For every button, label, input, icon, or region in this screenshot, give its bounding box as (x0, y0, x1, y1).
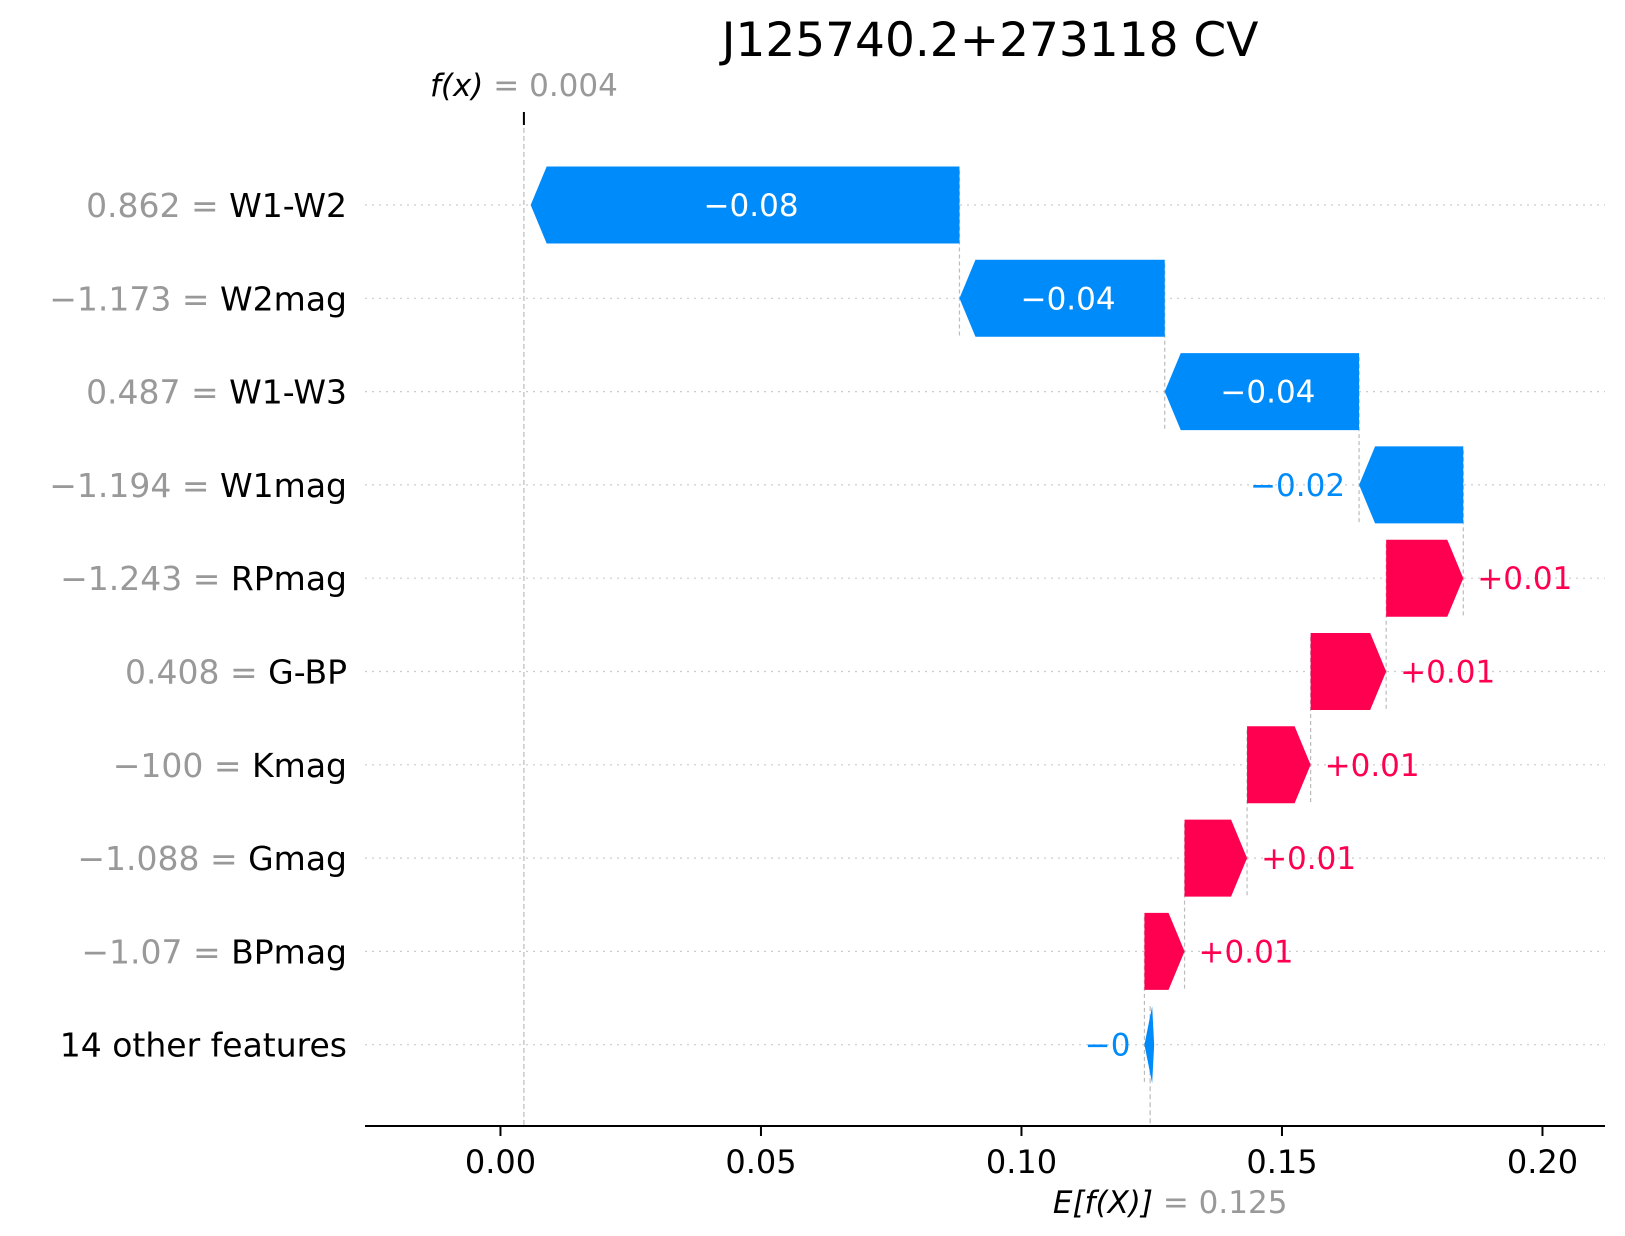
bar-value-label: +0.01 (1199, 934, 1294, 970)
feature-value: 0.408 = (125, 653, 268, 692)
feature-value: 0.862 = (86, 186, 229, 225)
feature-name: BPmag (231, 932, 347, 971)
bar-value-label: −0.04 (1220, 375, 1315, 411)
feature-label: −1.088 = Gmag (77, 839, 347, 878)
chart-title: J125740.2+273118 CV (719, 13, 1259, 68)
waterfall-bar (1310, 633, 1387, 710)
feature-value: −1.243 = (60, 559, 231, 598)
bar-value-label: +0.01 (1400, 655, 1495, 691)
feature-label: −100 = Kmag (113, 746, 347, 785)
waterfall-bar (1184, 819, 1248, 897)
row-labels: 0.862 = W1-W2 −1.173 = W2mag 0.487 = W1-W3… (49, 186, 347, 1065)
feature-label: 14 other features (60, 1026, 347, 1065)
waterfall-bar (530, 166, 960, 244)
feature-name: RPmag (231, 559, 347, 598)
base-value-label: E[f(X)] (1053, 1185, 1163, 1221)
feature-name: W1mag (220, 466, 347, 505)
feature-name: G-BP (268, 653, 347, 692)
feature-value: −1.194 = (49, 466, 220, 505)
bars: −0.08 −0.04 −0.04 −0.02 +0.01 +0.01 +0.01 +0.01… (530, 166, 1572, 1084)
feature-label: −1.243 = RPmag (60, 559, 347, 598)
x-axis: 0.00 0.05 0.10 0.15 0.20 (365, 1125, 1605, 1181)
feature-value: −1.07 = (81, 932, 231, 971)
waterfall-bar (1164, 353, 1360, 431)
feature-name: W2mag (220, 279, 347, 318)
bar-value-label: +0.01 (1325, 748, 1420, 784)
feature-value: −100 = (113, 746, 252, 785)
bar-value-label: +0.01 (1261, 841, 1356, 877)
feature-label: −1.173 = W2mag (49, 279, 347, 318)
bar-value-label: −0 (1085, 1028, 1131, 1064)
waterfall-bar (959, 259, 1165, 337)
output-value-text: = 0.004 (493, 68, 618, 104)
x-tick-label: 0.15 (1246, 1143, 1317, 1181)
waterfall-bar (1144, 912, 1185, 990)
feature-label: 0.408 = G-BP (125, 653, 347, 692)
feature-value: −1.173 = (49, 279, 220, 318)
bar-value-label: −0.08 (704, 188, 799, 224)
feature-label: −1.194 = W1mag (49, 466, 347, 505)
output-value-annotation: f(x) = 0.004 (430, 68, 618, 104)
feature-value: 0.487 = (86, 373, 229, 412)
feature-name: W1-W2 (229, 186, 347, 225)
bar-value-label: −0.04 (1021, 281, 1116, 317)
feature-label: 0.487 = W1-W3 (86, 373, 347, 412)
x-tick-label: 0.00 (465, 1143, 536, 1181)
output-value-label: f(x) (430, 68, 493, 104)
waterfall-bar (1359, 446, 1464, 524)
x-tick-label: 0.05 (725, 1143, 796, 1181)
bar-value-label: +0.01 (1477, 561, 1572, 597)
bar-value-label: −0.02 (1250, 468, 1345, 504)
feature-label: −1.07 = BPmag (81, 932, 347, 971)
waterfall-bar (1247, 726, 1311, 804)
feature-name: Kmag (252, 746, 347, 785)
feature-name: Gmag (248, 839, 347, 878)
annotations: f(x) = 0.004 E[f(X)] = 0.125 (430, 68, 1287, 1221)
feature-value: −1.088 = (77, 839, 248, 878)
feature-name: 14 other features (60, 1026, 347, 1065)
feature-label: 0.862 = W1-W2 (86, 186, 347, 225)
base-value-text: = 0.125 (1163, 1185, 1288, 1221)
feature-name: W1-W3 (229, 373, 347, 412)
waterfall-bar (1386, 539, 1464, 617)
base-value-annotation: E[f(X)] = 0.125 (1053, 1185, 1288, 1221)
x-tick-label: 0.20 (1507, 1143, 1578, 1181)
x-tick-label: 0.10 (986, 1143, 1057, 1181)
waterfall-bar (1144, 1006, 1155, 1084)
